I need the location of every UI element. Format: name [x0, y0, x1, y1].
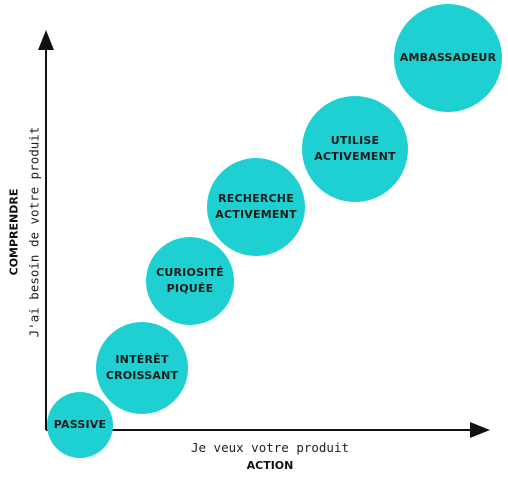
stage-circle-curiosite-piquee: CURIOSITÉ PIQUÉE	[146, 237, 234, 325]
stage-circle-interet-croissant: INTÉRÊT CROISSANT	[96, 322, 188, 414]
stage-label: INTÉRÊT CROISSANT	[105, 353, 179, 382]
stage-label: RECHERCHE ACTIVEMENT	[215, 192, 297, 221]
y-axis-arrowhead	[38, 30, 54, 50]
stage-circle-recherche-activement: RECHERCHE ACTIVEMENT	[207, 158, 305, 256]
y-axis-subtitle: J'ai besoin de votre produit	[26, 126, 42, 338]
x-axis-subtitle: Je veux votre produit	[190, 440, 350, 455]
stage-label: AMBASSADEUR	[399, 51, 497, 64]
stage-circle-utilise-activement: UTILISE ACTIVEMENT	[302, 96, 408, 202]
stage-label: PASSIVE	[53, 418, 107, 431]
stage-label: CURIOSITÉ PIQUÉE	[156, 266, 224, 295]
x-axis-title: ACTION	[246, 459, 294, 472]
x-axis-arrowhead	[470, 422, 490, 438]
stage-circle-ambassadeur: AMBASSADEUR	[394, 4, 502, 112]
y-axis-title: COMPRENDRE	[7, 188, 21, 276]
stage-label: UTILISE ACTIVEMENT	[314, 134, 396, 163]
stage-circle-passive: PASSIVE	[47, 392, 113, 458]
